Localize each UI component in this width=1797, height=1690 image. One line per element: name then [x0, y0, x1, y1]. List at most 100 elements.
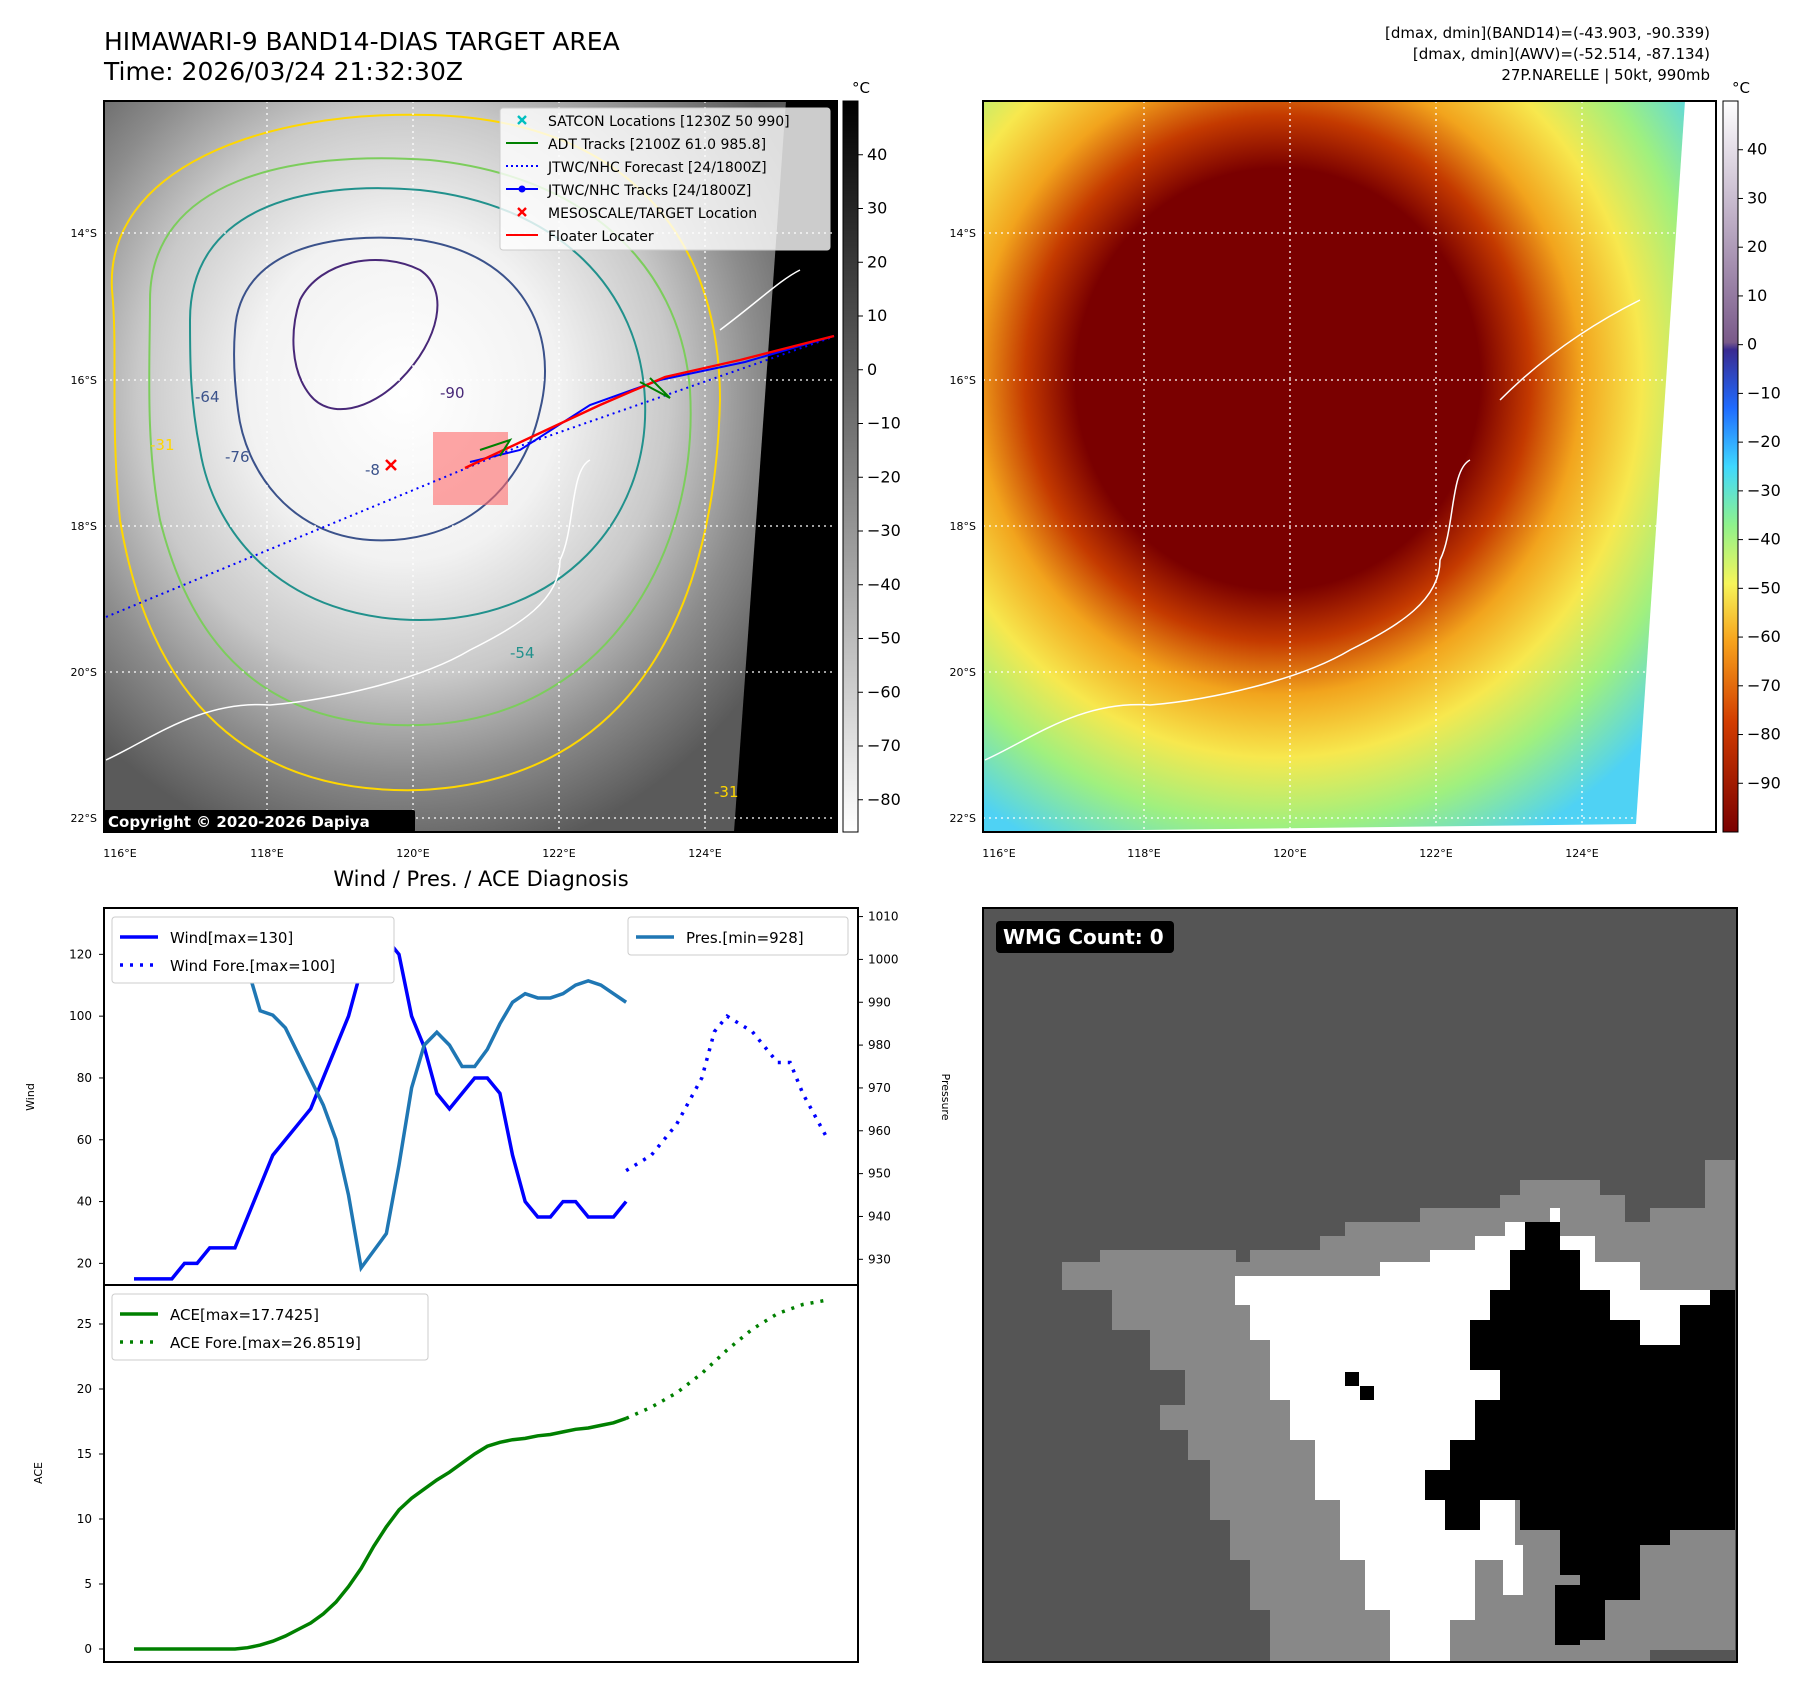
awv-colorbar-tick-label: −20 [1747, 432, 1781, 451]
y-tick-label: 25 [77, 1317, 92, 1331]
svg-text:Copyright © 2020-2026 Dapiya: Copyright © 2020-2026 Dapiya [108, 813, 370, 831]
y2-tick-label: 930 [868, 1252, 891, 1266]
wmg-panel: WMG Count: 0 [982, 907, 1738, 1663]
legend-adt: ADT Tracks [2100Z 61.0 985.8] [548, 137, 766, 153]
mesoscale-target-marker [385, 459, 397, 471]
info-band14: [dmax, dmin](BAND14)=(-43.903, -90.339) [1385, 24, 1710, 42]
y2-tick-label: 960 [868, 1124, 891, 1138]
ir-colorbar: °C 40 30 20 10 0 −10 −20 −30 −40 −50 −60 −70 −80 [842, 79, 901, 833]
y2-tick-label: 940 [868, 1209, 891, 1223]
y-tick-label: 20 [77, 1256, 92, 1270]
ir-map-panel: -64 -76 -90 -31 -8 -54 -31 SATCON Locati… [71, 100, 838, 860]
awv-lon-ticks: 116°E 118°E 120°E 122°E 124°E [982, 847, 1598, 860]
y2-tick-label: 970 [868, 1081, 891, 1095]
awv-colorbar-tick-label: 0 [1747, 335, 1757, 354]
svg-text:18°S: 18°S [71, 520, 97, 533]
svg-text:122°E: 122°E [542, 847, 575, 860]
legend-mesoscale: MESOSCALE/TARGET Location [548, 206, 757, 222]
contour-label: -31 [150, 436, 175, 454]
y-tick-label: 10 [77, 1512, 92, 1526]
contour-label: -31 [714, 783, 739, 801]
y2-tick-label: 980 [868, 1038, 891, 1052]
svg-text:16°S: 16°S [950, 374, 976, 387]
awv-colorbar-tick-label: −30 [1747, 481, 1781, 500]
diagnosis-title: Wind / Pres. / ACE Diagnosis [333, 867, 628, 891]
ir-colorbar-tick-label: −80 [867, 790, 901, 809]
ir-colorbar-tick-label: 40 [867, 145, 887, 164]
awv-colorbar: °C 40 30 20 10 0 −10 −20 −30 −40 −50 −60 −70 −80 −90 [1722, 79, 1781, 833]
svg-text:WMG Count: 0: WMG Count: 0 [1003, 925, 1164, 949]
ace-chart: ACE 0 5 10 15 20 25 ACE[max=17.7425] ACE Fore.[… [32, 1284, 859, 1663]
awv-colorbar-tick-label: −50 [1747, 578, 1781, 597]
legend-label: Wind[max=130] [170, 929, 293, 947]
contour-label: -8 [365, 461, 380, 479]
y-tick-label: 80 [77, 1071, 92, 1085]
ace-axis-label: ACE [32, 1462, 45, 1484]
ir-colorbar-tick-label: 30 [867, 199, 887, 218]
y2-tick-label: 1010 [868, 910, 899, 924]
contour-label: -90 [440, 384, 465, 402]
info-awv: [dmax, dmin](AWV)=(-52.514, -87.134) [1413, 45, 1710, 63]
ir-colorbar-tick-label: −60 [867, 682, 901, 701]
svg-text:16°S: 16°S [71, 374, 97, 387]
svg-text:22°S: 22°S [950, 812, 976, 825]
y-tick-label: 60 [77, 1133, 92, 1147]
y-tick-label: 40 [77, 1195, 92, 1209]
series-line-0 [134, 1416, 627, 1651]
legend-floater: Floater Locater [548, 229, 654, 245]
svg-text:°C: °C [1732, 79, 1750, 97]
legend-box [627, 916, 849, 956]
awv-colorbar-tick-label: −40 [1747, 530, 1781, 549]
legend-label: Wind Fore.[max=100] [170, 957, 335, 975]
y2-tick-label: 950 [868, 1167, 891, 1181]
awv-colorbar-tick-label: −60 [1747, 627, 1781, 646]
figure-title: HIMAWARI-9 BAND14-DIAS TARGET AREA [104, 27, 620, 56]
awv-colorbar-tick-label: −90 [1747, 773, 1781, 792]
y-tick-label: 15 [77, 1447, 92, 1461]
y-tick-label: 120 [69, 947, 92, 961]
awv-colorbar-tick-label: 40 [1747, 140, 1767, 159]
svg-text:22°S: 22°S [71, 812, 97, 825]
y-tick-label: 20 [77, 1382, 92, 1396]
map-legend: SATCON Locations [1230Z 50 990] ADT Trac… [499, 107, 831, 251]
legend-satcon: SATCON Locations [1230Z 50 990] [548, 114, 790, 130]
legend-label: ACE[max=17.7425] [170, 1306, 319, 1324]
svg-text:122°E: 122°E [1419, 847, 1452, 860]
svg-text:116°E: 116°E [982, 847, 1015, 860]
legend-label: ACE Fore.[max=26.8519] [170, 1334, 361, 1352]
svg-text:18°S: 18°S [950, 520, 976, 533]
svg-text:120°E: 120°E [1273, 847, 1306, 860]
awv-lat-ticks: 14°S 16°S 18°S 20°S 22°S [950, 227, 976, 825]
wmg-count-label: WMG Count: 0 [996, 921, 1174, 953]
legend-label: Pres.[min=928] [686, 929, 804, 947]
legend-jtwc-forecast: JTWC/NHC Forecast [24/1800Z] [547, 160, 767, 176]
legend-box [111, 916, 395, 984]
wind-axis-label: Wind [24, 1083, 37, 1111]
awv-colorbar-tick-label: −70 [1747, 676, 1781, 695]
contour-label: -64 [195, 388, 220, 406]
legend-box [111, 1293, 429, 1361]
ir-colorbar-tick-label: −50 [867, 629, 901, 648]
ir-colorbar-tick-label: −30 [867, 521, 901, 540]
series-line-1 [625, 1013, 830, 1173]
y-tick-label: 0 [84, 1642, 92, 1656]
svg-text:14°S: 14°S [950, 227, 976, 240]
series-line-1 [625, 1298, 829, 1420]
awv-map-panel: 14°S 16°S 18°S 20°S 22°S 116°E 118°E 120… [950, 100, 1717, 860]
wind-pressure-chart: Wind Pressure 20 40 60 80 100 120 930 940 950 960… [24, 907, 952, 1286]
ir-colorbar-tick-label: 10 [867, 306, 887, 325]
ir-colorbar-tick-label: −20 [867, 467, 901, 486]
contour-label: -76 [225, 448, 250, 466]
svg-text:118°E: 118°E [250, 847, 283, 860]
pressure-axis-label: Pressure [939, 1074, 952, 1121]
awv-colorbar-tick-label: 30 [1747, 188, 1767, 207]
awv-colorbar-tick-label: −80 [1747, 725, 1781, 744]
svg-text:124°E: 124°E [688, 847, 721, 860]
copyright-label: Copyright © 2020-2026 Dapiya [104, 810, 415, 832]
ir-colorbar-tick-label: 20 [867, 252, 887, 271]
ir-colorbar-tick-label: −70 [867, 736, 901, 755]
svg-text:20°S: 20°S [950, 666, 976, 679]
awv-colorbar-tick-label: −10 [1747, 383, 1781, 402]
figure-time: Time: 2026/03/24 21:32:30Z [103, 57, 463, 86]
